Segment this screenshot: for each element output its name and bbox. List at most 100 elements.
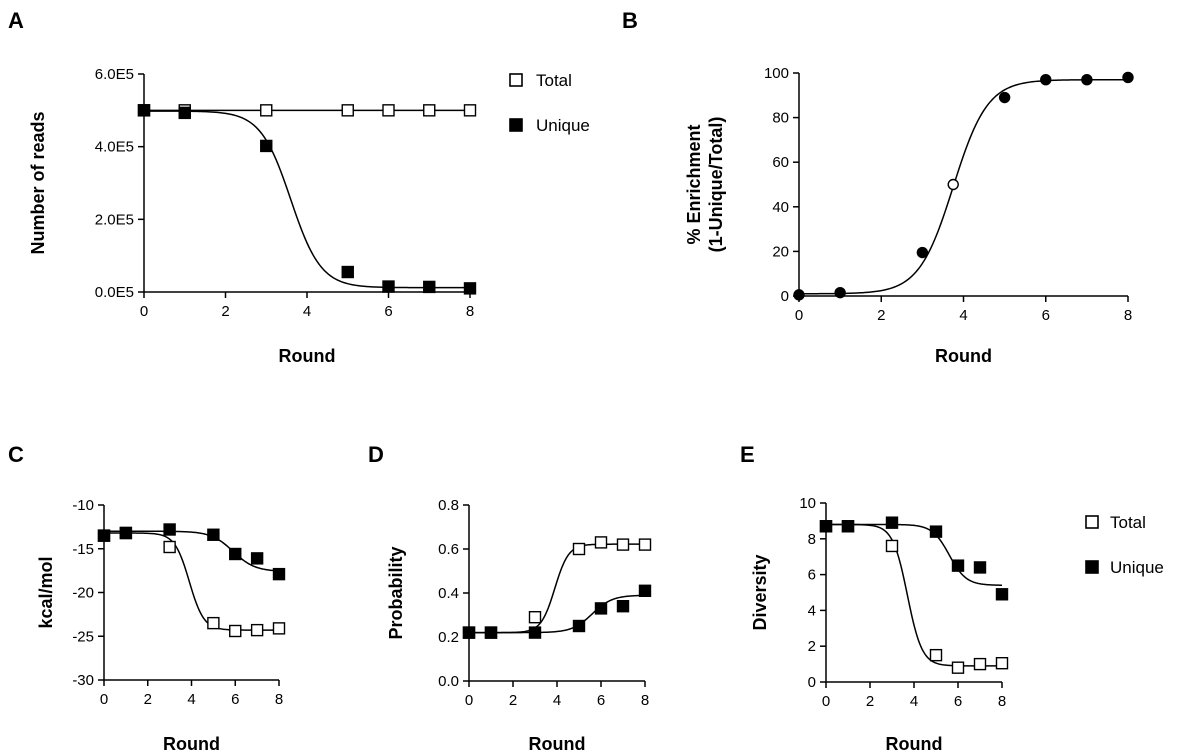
panel-c-y-title: kcal/mol bbox=[36, 556, 56, 628]
panel-e-y-tick-label: 4 bbox=[808, 602, 816, 619]
panel-d-point-unique bbox=[638, 584, 652, 597]
panel-d-point-unique bbox=[616, 600, 630, 613]
panel-c-y-tick-label: -10 bbox=[72, 497, 94, 514]
panel-d-y-tick-label: 0.2 bbox=[438, 629, 459, 646]
panel-a-point-unique bbox=[382, 280, 395, 293]
panel-e-y-tick-label: 6 bbox=[808, 567, 816, 584]
panel-b-y-tick-label: 20 bbox=[772, 243, 789, 260]
legend-top-unique-label: Unique bbox=[536, 116, 590, 135]
panel-letter-a: A bbox=[8, 8, 24, 33]
panel-d-point-unique bbox=[572, 619, 586, 633]
panel-e-y-tick-label: 2 bbox=[808, 638, 816, 655]
panel-a-x-tick-label: 8 bbox=[466, 303, 474, 320]
panel-b-point-series bbox=[998, 91, 1011, 104]
panel-d-x-tick-label: 4 bbox=[553, 692, 561, 709]
panel-d-point-unique bbox=[484, 626, 498, 639]
panel-e-point-total bbox=[929, 648, 943, 662]
panel-b-y-title: % Enrichment (1-Unique/Total) bbox=[684, 117, 726, 253]
panel-b-y-tick-label: 60 bbox=[772, 154, 789, 171]
legend-bottom-total-label: Total bbox=[1110, 513, 1146, 532]
panel-e-point-unique bbox=[995, 588, 1009, 601]
panel-c-fit-curve bbox=[104, 532, 279, 631]
panel-d-point-total bbox=[528, 611, 542, 624]
panel-b-point-series bbox=[916, 246, 929, 259]
panel-d-point-unique bbox=[462, 626, 476, 639]
panel-c-chart: 0 2 4 6 8 -30 -25 -20 -15 -10 Round kcal/mol bbox=[36, 497, 286, 754]
panel-b-x-tick-label: 0 bbox=[795, 307, 803, 324]
panel-a-point-unique bbox=[341, 265, 354, 279]
legend-bottom-total-marker bbox=[1085, 515, 1099, 529]
panel-b-point-series bbox=[1040, 73, 1052, 86]
panel-c-point-total bbox=[250, 623, 264, 637]
panel-d-point-unique bbox=[594, 602, 608, 615]
panel-e-point-unique bbox=[885, 516, 899, 529]
legend-bottom: Total Unique bbox=[1085, 513, 1164, 577]
panel-e-point-total bbox=[973, 657, 987, 671]
panel-c-point-unique bbox=[207, 528, 220, 541]
panel-c-x-tick-label: 8 bbox=[275, 691, 283, 708]
panel-c-y-tick-label: -20 bbox=[72, 585, 94, 602]
panel-a-x-tick-label: 2 bbox=[221, 303, 229, 320]
panel-c-fit-curve bbox=[104, 530, 280, 572]
panel-b-y-tick-label: 100 bbox=[764, 65, 789, 82]
panel-d-point-total bbox=[616, 538, 630, 551]
panel-letter-b: B bbox=[622, 8, 638, 33]
panel-d-x-title: Round bbox=[529, 734, 586, 754]
panel-a-point-unique bbox=[463, 282, 477, 295]
panel-d-point-unique bbox=[528, 626, 542, 639]
panel-e-point-total bbox=[951, 661, 965, 674]
panel-e-y-tick-label: 8 bbox=[808, 531, 816, 548]
legend-top-total-marker bbox=[509, 73, 523, 87]
panel-b-y-title-line: (1-Unique/Total) bbox=[706, 117, 726, 253]
panel-c-point-total bbox=[272, 622, 286, 635]
panel-c-x-tick-label: 4 bbox=[187, 691, 195, 708]
panel-a-point-total bbox=[423, 104, 436, 117]
panel-b-x-tick-label: 2 bbox=[877, 307, 885, 324]
panel-b-y-tick-label: 40 bbox=[772, 199, 789, 216]
panel-d-point-total bbox=[594, 536, 608, 549]
panel-c-point-unique bbox=[97, 529, 111, 542]
panel-c-point-total bbox=[229, 624, 242, 638]
panel-a-y-tick-label: 6.0E5 bbox=[95, 66, 134, 83]
panel-b-y-tick-label: 80 bbox=[772, 110, 789, 127]
panel-b-point-series bbox=[793, 289, 805, 301]
panel-d-point-total bbox=[638, 538, 652, 551]
panel-e-x-tick-label: 6 bbox=[954, 693, 962, 710]
panel-b-x-tick-label: 6 bbox=[1042, 307, 1050, 324]
panel-e-point-unique bbox=[841, 520, 855, 533]
panel-e-fit-curve bbox=[826, 523, 1002, 667]
panel-c-point-total bbox=[163, 540, 176, 554]
panel-a-point-total bbox=[382, 104, 395, 117]
panel-d-y-tick-label: 0.0 bbox=[438, 673, 459, 690]
panel-e-y-tick-label: 10 bbox=[799, 495, 816, 512]
panel-e-point-unique bbox=[819, 520, 833, 533]
legend-bottom-unique-marker bbox=[1085, 560, 1099, 574]
panel-b-fit-curve bbox=[799, 78, 1128, 295]
panel-a-y-tick-label: 2.0E5 bbox=[95, 211, 134, 228]
panel-c-point-total bbox=[207, 616, 220, 630]
panel-letter-d: D bbox=[368, 442, 384, 467]
panel-b-x-tick-label: 8 bbox=[1124, 307, 1132, 324]
panel-a-x-tick-label: 0 bbox=[140, 303, 148, 320]
panel-e-chart: 0 2 4 6 8 0 2 4 6 8 10 Round Diversity bbox=[750, 495, 1009, 754]
legend-bottom-unique-label: Unique bbox=[1110, 558, 1164, 577]
panel-e-x-tick-label: 4 bbox=[910, 693, 918, 710]
panel-a-point-total bbox=[260, 104, 273, 117]
panel-a-x-tick-label: 4 bbox=[303, 303, 311, 320]
panel-c-y-tick-label: -30 bbox=[72, 672, 94, 689]
panel-d-fit-curve bbox=[469, 594, 646, 634]
panel-e-x-tick-label: 0 bbox=[822, 693, 830, 710]
panel-a-point-total bbox=[463, 104, 477, 117]
panel-d-x-tick-label: 6 bbox=[597, 692, 605, 709]
panel-a-point-total bbox=[341, 104, 354, 117]
panel-a-x-title: Round bbox=[279, 346, 336, 366]
panel-a-fit-curve bbox=[144, 110, 470, 289]
panel-e-y-title: Diversity bbox=[750, 554, 770, 630]
panel-d-point-total bbox=[572, 542, 586, 556]
panel-e-point-total bbox=[995, 657, 1009, 670]
panel-c-x-tick-label: 2 bbox=[144, 691, 152, 708]
panel-a-y-tick-label: 4.0E5 bbox=[95, 139, 134, 156]
panel-a-point-unique bbox=[423, 280, 436, 294]
panel-a-point-unique bbox=[178, 106, 191, 120]
